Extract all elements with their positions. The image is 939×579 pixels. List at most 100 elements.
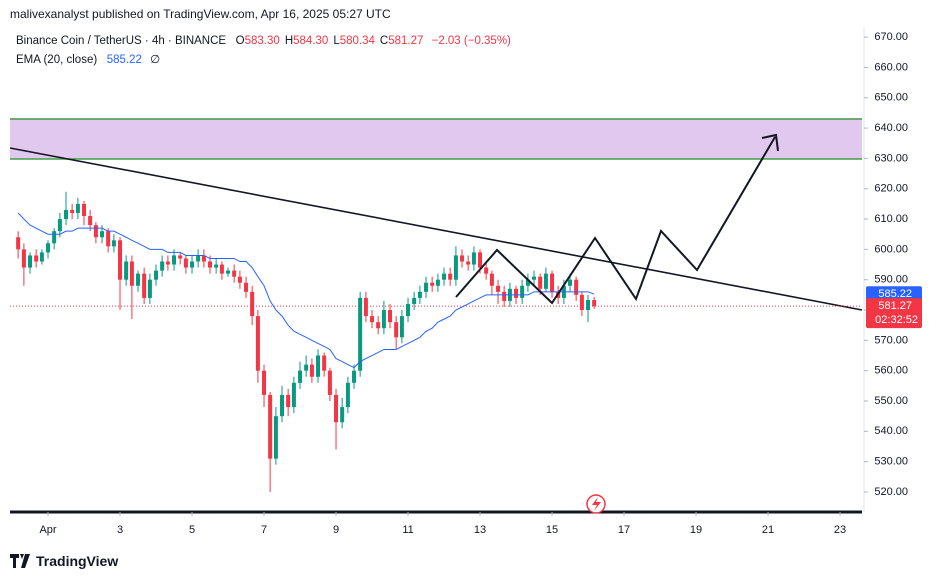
candle-body	[57, 219, 62, 232]
candle-body	[291, 382, 296, 408]
x-tick-label: 7	[261, 524, 267, 536]
candle-body	[478, 252, 483, 268]
logo	[10, 554, 30, 568]
candle-body	[52, 231, 57, 244]
candle-body	[568, 279, 573, 286]
candle-body	[82, 203, 87, 217]
candle-body	[442, 273, 447, 280]
symbol-legend: Binance Coin / TetherUS · 4h · BINANCE O…	[16, 35, 516, 47]
y-tick-label: 620.00	[874, 183, 908, 195]
candle-body	[201, 255, 206, 262]
ohlc-key: O	[235, 35, 245, 47]
x-tick-label: 19	[690, 524, 702, 536]
ema-flag: ∅	[150, 54, 161, 66]
candle-body	[316, 355, 321, 377]
y-tick-label: 570.00	[874, 334, 908, 346]
ohlc-key: L	[333, 35, 340, 47]
candle-body	[363, 297, 368, 317]
candle-body	[93, 225, 98, 238]
candle-body	[412, 297, 417, 304]
candle-body	[574, 279, 579, 295]
candle-body	[592, 300, 597, 307]
last-price-label: 581.27	[878, 300, 912, 312]
candle-body	[21, 249, 26, 268]
ohlc-key: C	[379, 35, 389, 47]
candle-body	[28, 255, 33, 268]
candle-body	[532, 276, 537, 280]
candle-body	[466, 261, 471, 265]
ema-badge-label: 585.22	[878, 288, 912, 300]
candle-body	[214, 264, 219, 268]
candle-body	[496, 285, 501, 292]
candle-body	[520, 285, 525, 298]
candle-body	[370, 316, 375, 323]
x-tick-label: 3	[117, 524, 123, 536]
candle-body	[309, 364, 314, 377]
candle-body	[334, 394, 339, 423]
projection-path	[455, 136, 776, 305]
y-tick-label: 650.00	[874, 92, 908, 104]
candle-body	[340, 407, 345, 423]
candle-body	[183, 258, 188, 268]
change: −2.03 (−0.35%)	[431, 35, 511, 47]
candle-body	[219, 264, 224, 274]
candle-body	[250, 291, 255, 317]
x-tick-label: 23	[834, 524, 846, 536]
plot	[10, 191, 862, 492]
candle-body	[232, 270, 237, 277]
candle-body	[273, 416, 278, 459]
y-tick-label: 550.00	[874, 395, 908, 407]
candle-body	[237, 276, 242, 283]
candle-body	[16, 237, 21, 250]
x-tick-label: 15	[546, 524, 558, 536]
candle-body	[160, 261, 165, 271]
candle-body	[118, 240, 123, 280]
candle-body	[424, 282, 429, 292]
candle-body	[39, 252, 44, 262]
countdown-label: 02:32:52	[875, 314, 918, 326]
y-tick-label: 600.00	[874, 243, 908, 255]
candle-body	[322, 355, 327, 371]
target-zone	[10, 118, 862, 159]
y-tick-label: 610.00	[874, 213, 908, 225]
x-tick-label: 9	[333, 524, 339, 536]
y-tick-label: 630.00	[874, 152, 908, 164]
candle-body	[111, 240, 116, 247]
x-tick-label: Apr	[39, 524, 56, 536]
y-tick-label: 640.00	[874, 122, 908, 134]
candle-body	[129, 261, 134, 286]
candle-body	[579, 294, 584, 311]
candle-body	[46, 243, 51, 253]
y-tick-label: 660.00	[874, 61, 908, 73]
candle-body	[430, 282, 435, 286]
candle-body	[417, 291, 422, 298]
candle-body	[376, 322, 381, 329]
ohlc-value: 581.27	[388, 35, 424, 47]
brand: TradingView	[36, 553, 119, 569]
candle-body	[352, 370, 357, 383]
candle-body	[255, 316, 260, 371]
candle-body	[208, 261, 213, 268]
candle-body	[514, 288, 519, 298]
x-tick-label: 5	[189, 524, 195, 536]
ema-name: EMA (20, close)	[16, 54, 98, 66]
candle-body	[70, 209, 75, 213]
candle-body	[268, 394, 273, 459]
candle-body	[550, 273, 555, 292]
candle-body	[106, 231, 111, 247]
ohlc-value: 580.34	[339, 35, 375, 47]
y-tick-label: 590.00	[874, 274, 908, 286]
candle-body	[394, 322, 399, 338]
candle-body	[327, 370, 332, 395]
y-tick-label: 560.00	[874, 365, 908, 377]
candle-body	[460, 255, 465, 262]
candle-body	[304, 364, 309, 371]
candle-body	[172, 255, 177, 265]
candle-body	[388, 310, 393, 323]
candle-body	[399, 316, 404, 338]
symbol: Binance Coin / TetherUS · 4h · BINANCE	[16, 35, 227, 47]
candle-body	[298, 370, 303, 383]
candle-body	[88, 216, 93, 226]
candle-body	[525, 279, 530, 286]
